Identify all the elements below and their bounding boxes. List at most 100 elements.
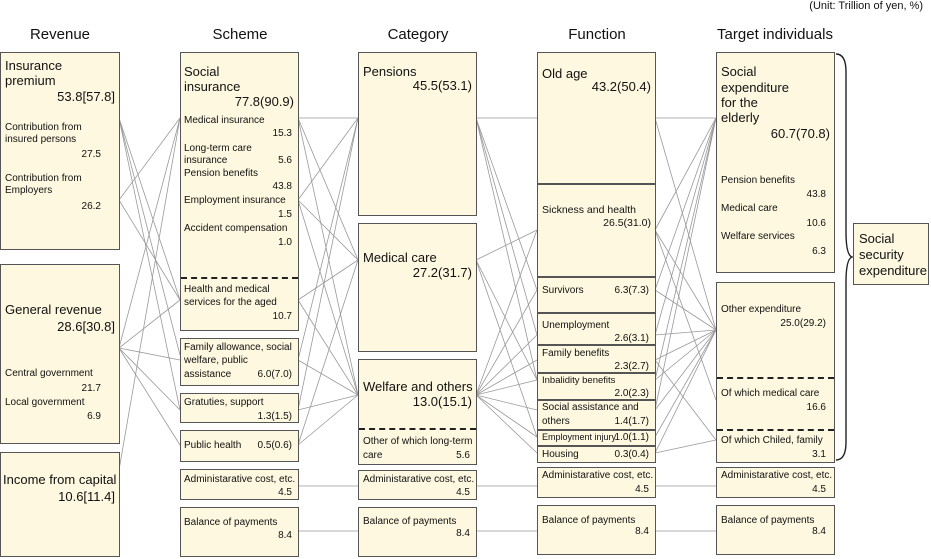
target-pension-value: 43.8 bbox=[806, 189, 826, 200]
scheme-balance-label: Balance of payments bbox=[184, 517, 278, 528]
category-welfare-box: Welfare and others 13.0(15.1) Other of w… bbox=[358, 359, 477, 465]
family-benefits-label: Family benefits bbox=[542, 348, 610, 359]
social-value: 77.8(90.9) bbox=[234, 94, 294, 109]
housing-label: Housing bbox=[542, 449, 579, 460]
scheme-aged-label-1: Health and medical bbox=[184, 284, 270, 295]
header-target: Target individuals bbox=[717, 26, 833, 43]
welfare-ltc-label-2: care bbox=[363, 450, 383, 461]
unemployment-label: Unemployment bbox=[542, 320, 610, 331]
family-benefits-value: 2.3(2.7) bbox=[614, 361, 649, 372]
social-title-1: Social bbox=[184, 64, 220, 79]
employers-label-1: Contribution from bbox=[5, 173, 82, 184]
target-other-box: Other expenditure 25.0(29.2) Of which me… bbox=[716, 282, 835, 463]
pensions-label: Pensions bbox=[363, 64, 417, 79]
gratuities-value: 1.3(1.5) bbox=[257, 411, 292, 422]
elderly-value: 60.7(70.8) bbox=[770, 126, 830, 141]
capital-value: 10.6[11.4] bbox=[58, 489, 115, 504]
old-age-label: Old age bbox=[542, 66, 588, 81]
central-label: Central government bbox=[5, 368, 93, 379]
scheme-medical-value: 15.3 bbox=[272, 128, 292, 139]
sickness-label: Sickness and health bbox=[542, 204, 636, 216]
target-welfare-value: 6.3 bbox=[812, 246, 826, 257]
general-title: General revenue bbox=[5, 302, 102, 317]
social-assist-label-1: Social assistance and bbox=[542, 402, 639, 413]
capital-title: Income from capital bbox=[3, 472, 117, 487]
family-label-3: assistance bbox=[184, 369, 232, 380]
medical-care-label: Medical care bbox=[363, 250, 437, 265]
insurance-value: 53.8[57.8] bbox=[57, 89, 115, 104]
scheme-employment-label: Employment insurance bbox=[184, 195, 286, 206]
medical-care-value: 27.2(31.7) bbox=[412, 265, 472, 280]
target-medical-label: Medical care bbox=[721, 203, 778, 214]
category-admin-box: Administarative cost, etc. 4.5 bbox=[358, 470, 477, 500]
employers-value: 26.2 bbox=[81, 201, 101, 212]
target-admin-value: 4.5 bbox=[812, 484, 826, 495]
old-age-value: 43.2(50.4) bbox=[591, 79, 651, 94]
social-assist-label-2: others bbox=[542, 416, 570, 427]
function-survivors-box: Survivors 6.3(7.3) bbox=[537, 277, 656, 313]
function-admin-value: 4.5 bbox=[635, 484, 649, 495]
welfare-ltc-label-1: Other of which long-term bbox=[363, 436, 473, 447]
target-medical-value: 10.6 bbox=[806, 218, 826, 229]
category-balance-box: Balance of payments 8.4 bbox=[358, 507, 477, 557]
scheme-admin-value: 4.5 bbox=[278, 487, 292, 498]
injury-value: 1.0(1.1) bbox=[614, 432, 649, 443]
scheme-medical-label: Medical insurance bbox=[184, 115, 265, 126]
inability-value: 2.0(2.3) bbox=[614, 388, 649, 399]
function-housing-box: Housing 0.3(0.4) bbox=[537, 446, 656, 463]
scheme-ltc-label-2: insurance bbox=[184, 155, 228, 166]
welfare-value: 13.0(15.1) bbox=[412, 394, 472, 409]
category-medical-box: Medical care 27.2(31.7) bbox=[358, 223, 477, 352]
target-elderly-box: Social expenditure for the elderly 60.7(… bbox=[716, 52, 835, 273]
other-medical-label: Of which medical care bbox=[721, 388, 820, 399]
housing-value: 0.3(0.4) bbox=[614, 449, 649, 460]
insured-value: 27.5 bbox=[81, 149, 101, 160]
function-social-assist-box: Social assistance and others 1.4(1.7) bbox=[537, 400, 656, 430]
total-brace bbox=[835, 53, 854, 461]
function-admin-label: Administarative cost, etc. bbox=[542, 470, 654, 481]
general-value: 28.6[30.8] bbox=[57, 319, 115, 334]
scheme-social-box: Social insurance 77.8(90.9) Medical insu… bbox=[180, 52, 299, 331]
scheme-balance-value: 8.4 bbox=[278, 530, 292, 541]
other-child-label: Of which Chiled, family bbox=[721, 435, 823, 446]
target-welfare-label: Welfare services bbox=[721, 231, 795, 242]
total-label-2: security bbox=[859, 247, 904, 262]
function-balance-value: 8.4 bbox=[635, 526, 649, 537]
total-box: Social security expenditure bbox=[853, 223, 929, 285]
scheme-ltc-value: 5.6 bbox=[278, 155, 292, 166]
target-balance-value: 8.4 bbox=[812, 526, 826, 537]
unit-note: (Unit: Trillion of yen, %) bbox=[809, 0, 923, 12]
public-health-value: 0.5(0.6) bbox=[257, 440, 292, 451]
function-inability-box: Inbalidity benefits 2.0(2.3) bbox=[537, 373, 656, 400]
category-balance-value: 8.4 bbox=[456, 528, 470, 539]
welfare-ltc-value: 5.6 bbox=[456, 450, 470, 461]
welfare-label: Welfare and others bbox=[363, 379, 473, 394]
revenue-general-box: General revenue 28.6[30.8] Central gover… bbox=[0, 264, 120, 444]
target-pension-label: Pension benefits bbox=[721, 175, 795, 186]
function-admin-box: Administarative cost, etc. 4.5 bbox=[537, 467, 656, 498]
elderly-label-3: for the bbox=[721, 95, 758, 110]
target-admin-label: Administarative cost, etc. bbox=[721, 470, 833, 481]
insurance-title-2: premium bbox=[5, 73, 56, 88]
family-label-1: Family allowance, social bbox=[184, 342, 292, 353]
header-category: Category bbox=[387, 26, 449, 43]
survivors-value: 6.3(7.3) bbox=[614, 285, 649, 296]
revenue-capital-box: Income from capital 10.6[11.4] bbox=[0, 452, 120, 557]
target-balance-label: Balance of payments bbox=[721, 515, 815, 526]
scheme-pension-value: 43.8 bbox=[272, 181, 292, 192]
scheme-aged-label-2: services for the aged bbox=[184, 297, 277, 308]
target-divider-1 bbox=[717, 377, 834, 379]
social-assist-value: 1.4(1.7) bbox=[614, 416, 649, 427]
category-divider bbox=[359, 428, 476, 430]
gratuities-label: Gratuties, support bbox=[184, 397, 264, 408]
scheme-accident-label: Accident compensation bbox=[184, 223, 288, 234]
function-family-box: Family benefits 2.3(2.7) bbox=[537, 345, 656, 373]
family-label-2: welfare, public bbox=[184, 355, 248, 366]
social-title-2: insurance bbox=[184, 79, 241, 94]
survivors-label: Survivors bbox=[542, 285, 584, 296]
inability-label: Inbalidity benefits bbox=[542, 375, 616, 386]
unemployment-value: 2.6(3.1) bbox=[614, 333, 649, 344]
function-injury-box: Employment injury 1.0(1.1) bbox=[537, 430, 656, 446]
insurance-title-1: Insurance bbox=[5, 58, 63, 73]
